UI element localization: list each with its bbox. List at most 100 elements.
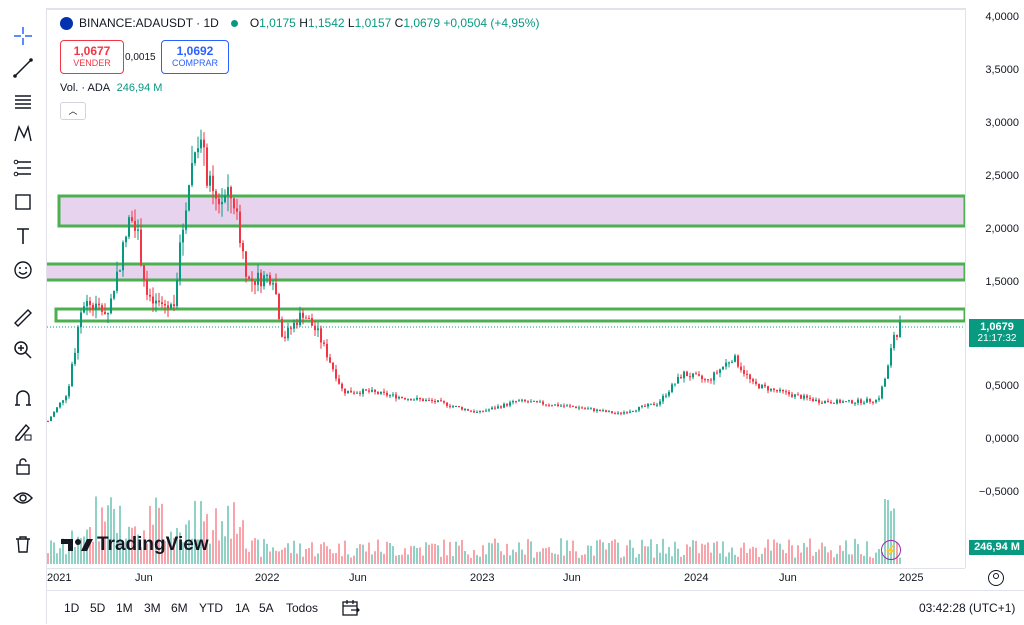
candle-body [389, 395, 391, 397]
candle-body [314, 325, 316, 331]
candle-body [137, 229, 139, 231]
candle-body [326, 343, 328, 358]
axis-settings-icon[interactable] [988, 570, 1004, 586]
candle-body [398, 397, 400, 399]
range-ytd[interactable]: YTD [199, 601, 223, 615]
current-price: 1,0679 [980, 321, 1014, 333]
range-5d[interactable]: 5D [90, 601, 106, 615]
range-all[interactable]: Todos [286, 601, 319, 615]
candle-body [752, 379, 754, 382]
candle-body [338, 378, 340, 384]
candle-body [104, 311, 106, 315]
volume-bar [875, 552, 877, 564]
volume-bar [128, 526, 130, 564]
range-6m[interactable]: 6M [171, 601, 188, 615]
chart-pane[interactable]: TradingView ⚡ [47, 8, 965, 568]
range-1d[interactable]: 1D [64, 601, 80, 615]
volume-bar [491, 543, 493, 564]
trash-icon[interactable] [8, 530, 38, 558]
volume-bar [848, 554, 850, 564]
candle-body [812, 398, 814, 402]
volume-bar [257, 539, 259, 564]
candle-body [179, 242, 181, 281]
volume-bar [872, 557, 874, 564]
candle-body [155, 300, 157, 304]
price-axis[interactable]: 4,0000 3,5000 3,0000 2,5000 2,0000 1,500… [965, 8, 1024, 568]
volume-bar [197, 539, 199, 564]
ruler-icon[interactable] [8, 304, 38, 332]
emoji-icon[interactable] [8, 256, 38, 284]
fib-icon[interactable] [8, 88, 38, 116]
collapse-legend-button[interactable]: ︿ [60, 102, 86, 120]
clock[interactable]: 03:42:28 (UTC+1) [919, 601, 1016, 615]
volume-bar [827, 552, 829, 564]
candle-body [713, 372, 715, 381]
projection-icon[interactable] [8, 154, 38, 182]
volume-bar [374, 551, 376, 564]
buy-button[interactable]: 1,0692 COMPRAR [161, 40, 229, 74]
symbol-title[interactable]: BINANCE:ADAUSDT · 1D [79, 16, 219, 30]
volume-bar [728, 552, 730, 564]
crosshair-icon[interactable] [8, 22, 38, 50]
volume-bar [695, 540, 697, 564]
candle-body [356, 392, 358, 394]
volume-bar [743, 542, 745, 564]
shapes-icon[interactable] [8, 188, 38, 216]
date-range-icon[interactable] [341, 599, 361, 622]
volume-bar [89, 527, 91, 564]
candle-body [203, 139, 205, 148]
range-3m[interactable]: 3M [144, 601, 161, 615]
volume-bar [167, 537, 169, 564]
candle-body [218, 198, 220, 205]
text-icon[interactable] [8, 222, 38, 250]
range-1m[interactable]: 1M [116, 601, 133, 615]
volume-bar [359, 544, 361, 564]
volume-bar [488, 542, 490, 564]
volume-bar [794, 557, 796, 564]
pattern-icon[interactable] [8, 120, 38, 148]
candle-body [608, 411, 610, 413]
change-value: +0,0504 (+4,95%) [443, 16, 540, 30]
candle-body [869, 398, 871, 402]
candle-body [854, 402, 856, 404]
range-5a[interactable]: 5A [259, 601, 274, 615]
volume-bar [635, 557, 637, 564]
trendline-icon[interactable] [8, 54, 38, 82]
candle-body [749, 374, 751, 380]
volume-bar [689, 546, 691, 564]
magnet-icon[interactable] [8, 384, 38, 412]
flash-icon[interactable]: ⚡ [881, 540, 901, 560]
volume-bar [647, 546, 649, 564]
time-axis[interactable]: 2021 Jun 2022 Jun 2023 Jun 2024 Jun 2025 [47, 568, 965, 589]
candle-body [470, 410, 472, 412]
eye-icon[interactable] [8, 484, 38, 512]
volume-bar [809, 538, 811, 564]
volume-bar [617, 542, 619, 564]
candle-body [821, 402, 823, 404]
volume-bar [323, 542, 325, 564]
candle-body [221, 202, 223, 205]
top-bar [0, 0, 1024, 10]
volume-bar [590, 545, 592, 564]
lock-icon[interactable] [8, 452, 38, 480]
candle-body [53, 411, 55, 417]
lock-draw-icon[interactable] [8, 418, 38, 446]
volume-bar [833, 557, 835, 564]
zoom-icon[interactable] [8, 336, 38, 364]
volume-bar [812, 555, 814, 564]
candle-body [173, 304, 175, 307]
resistance-zone-high[interactable] [57, 194, 965, 228]
volume-bar [578, 557, 580, 564]
volume-bar [524, 554, 526, 564]
candle-body [629, 411, 631, 413]
candle-body [803, 395, 805, 399]
sell-button[interactable]: 1,0677 VENDER [60, 40, 124, 74]
volume-bar [260, 556, 262, 564]
candle-body [707, 379, 709, 381]
volume-bar [476, 555, 478, 564]
resistance-zone-mid[interactable] [47, 262, 965, 282]
volume-bar [605, 549, 607, 564]
resistance-zone-low[interactable] [54, 307, 965, 323]
volume-bar [515, 552, 517, 564]
range-1a[interactable]: 1A [235, 601, 250, 615]
